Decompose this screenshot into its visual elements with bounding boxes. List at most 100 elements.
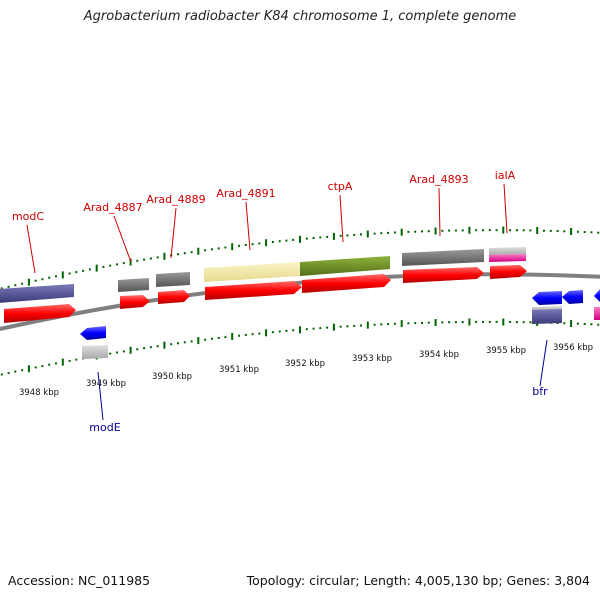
bfr-cog-box[interactable] — [532, 309, 562, 324]
modE-cds-arrow[interactable] — [80, 326, 106, 340]
scale-tick-major — [265, 239, 268, 247]
gene-label-Arad_4889: Arad_4889 — [146, 193, 205, 206]
scale-tick-dot — [590, 231, 593, 234]
scale-tick-dot — [461, 321, 464, 324]
Arad_4891-leader — [245, 201, 251, 251]
scale-tick-dot — [576, 322, 579, 325]
scale-tick-dot — [495, 229, 498, 232]
Arad_4887-cog-box[interactable] — [118, 278, 149, 292]
ctpA-cds-arrow[interactable] — [302, 274, 391, 293]
Arad_4887-cds-arrow[interactable] — [120, 295, 150, 309]
scale-tick-dot — [556, 230, 559, 232]
scale-tick-dot — [0, 287, 3, 290]
scale-tick-dot — [441, 321, 444, 324]
scale-tick-dot — [292, 238, 295, 241]
scale-tick-dot — [251, 243, 254, 246]
scale-tick-dot — [495, 320, 498, 323]
scale-tick-dot — [597, 323, 600, 326]
scale-tick-dot — [482, 320, 484, 323]
scale-tick-dot — [217, 337, 220, 339]
scale-tick-dot — [373, 232, 376, 235]
scale-tick-dot — [380, 232, 383, 235]
scale-tick-dot — [88, 268, 91, 271]
scale-tick-dot — [421, 321, 423, 324]
cds-arrow-reverse-edge[interactable] — [594, 289, 600, 302]
scale-tick-dot — [427, 321, 430, 324]
iaIA-cds-arrow[interactable] — [490, 265, 527, 279]
scale-tick-dot — [475, 229, 478, 232]
scale-tick-dot — [278, 240, 281, 243]
scale-tick-dot — [360, 233, 362, 236]
scale-tick-dot — [448, 321, 451, 324]
scale-tick-major — [231, 332, 234, 340]
modE-cog-box[interactable] — [82, 345, 108, 359]
scale-tick-dot — [285, 239, 288, 242]
scale-tick-dot — [509, 229, 512, 232]
gene-label-modC: modC — [12, 210, 44, 223]
scale-tick-major — [502, 318, 505, 326]
gene-label-modE: modE — [89, 421, 120, 434]
iaIA-cog-box-top[interactable] — [489, 247, 526, 255]
scale-tick-dot — [529, 321, 532, 324]
bfr-cds-arrow[interactable] — [532, 291, 562, 305]
scale-tick-dot — [292, 329, 295, 332]
scale-tick-dot — [170, 343, 173, 346]
scale-tick-major — [265, 329, 268, 337]
scale-tick-dot — [339, 325, 342, 328]
Arad_4893-cds-arrow[interactable] — [403, 267, 484, 283]
Arad_4889-cog-box[interactable] — [156, 272, 190, 287]
scale-tick-dot — [244, 333, 247, 336]
scale-tick-dot — [244, 244, 247, 246]
scale-tick-dot — [149, 257, 152, 260]
scale-tick-major — [400, 228, 403, 236]
ctpA-cog-box[interactable] — [300, 256, 390, 276]
scale-tick-dot — [563, 322, 566, 325]
scale-tick-dot — [597, 231, 600, 234]
scale-tick-dot — [482, 229, 484, 232]
Arad_4889-cds-arrow[interactable] — [158, 290, 190, 304]
scale-label: 3954 kbp — [419, 350, 459, 360]
scale-tick-dot — [68, 272, 71, 275]
gene-label-bfr: bfr — [532, 385, 548, 398]
scale-tick-dot — [258, 242, 261, 245]
scale-tick-dot — [14, 370, 17, 373]
Arad_4889-leader — [170, 207, 177, 259]
Arad_4891-cds-arrow[interactable] — [205, 281, 302, 300]
scale-tick-dot — [75, 271, 78, 274]
scale-label: 3952 kbp — [285, 359, 325, 369]
cds-track-reverse — [80, 289, 600, 340]
cog-box-pink-edge[interactable] — [594, 307, 600, 320]
gene-label-Arad_4893: Arad_4893 — [409, 173, 468, 186]
scale-tick-dot — [461, 229, 464, 232]
scale-tick-major — [332, 232, 335, 240]
scale-tick-dot — [475, 320, 478, 323]
modC-cog-box[interactable] — [0, 284, 74, 303]
scale-label: 3956 kbp — [553, 343, 593, 353]
scale-tick-dot — [353, 324, 356, 327]
scale-tick-dot — [448, 229, 451, 232]
cds-arrow-reverse[interactable] — [562, 290, 583, 304]
scale-tick-dot — [136, 348, 139, 351]
Arad_4893-cog-box[interactable] — [402, 249, 484, 266]
scale-tick-major — [468, 318, 471, 326]
gene-label-iaIA: iaIA — [495, 169, 516, 182]
modC-cds-arrow[interactable] — [4, 304, 76, 323]
scale-tick-dot — [380, 323, 383, 326]
scale-tick-major — [434, 227, 437, 235]
modE-leader — [97, 371, 104, 421]
scale-label: 3948 kbp — [19, 388, 59, 398]
scale-tick-dot — [109, 264, 112, 267]
scale-tick-dot — [204, 338, 207, 341]
scale-tick-dot — [326, 235, 329, 238]
scale-tick-dot — [122, 350, 125, 353]
scale-tick-major — [197, 247, 200, 255]
scale-tick-dot — [543, 229, 545, 232]
Arad_4891-cog-box[interactable] — [204, 262, 300, 282]
Arad_4887-leader — [113, 215, 132, 263]
scale-tick-dot — [7, 285, 10, 288]
scale-tick-dot — [393, 231, 396, 234]
scale-label: 3949 kbp — [86, 379, 126, 389]
scale-tick-major — [163, 252, 166, 260]
scale-tick-dot — [414, 322, 417, 325]
iaIA-cog-box[interactable] — [489, 254, 526, 262]
